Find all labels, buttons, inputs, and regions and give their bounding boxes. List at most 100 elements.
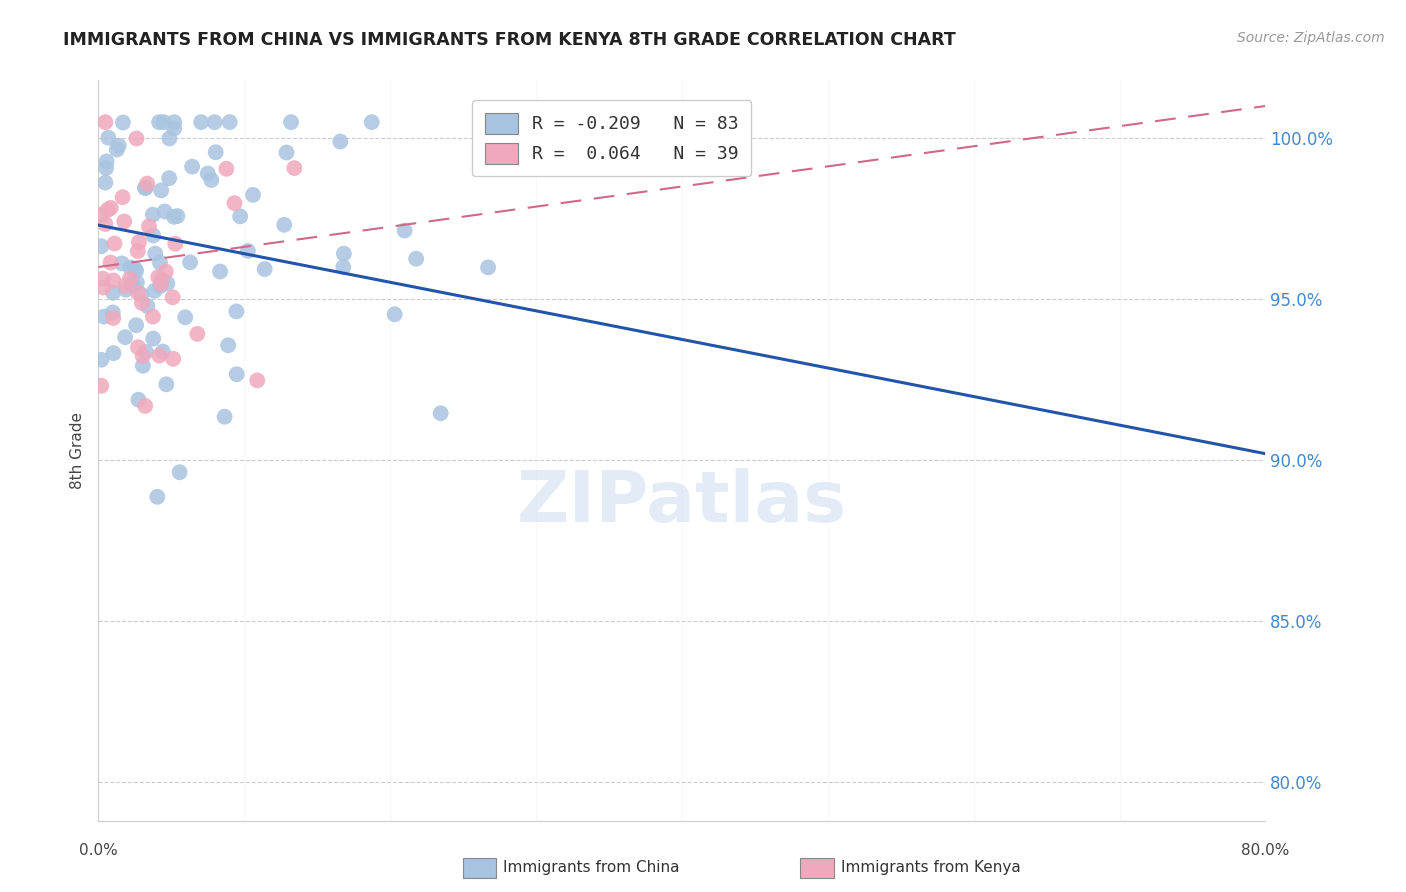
Immigrants from Kenya bbox=[112, 214, 135, 228]
Immigrants from Kenya bbox=[186, 326, 208, 341]
Immigrants from Kenya bbox=[96, 202, 118, 217]
Immigrants from China bbox=[477, 260, 499, 275]
Immigrants from Kenya bbox=[125, 131, 148, 145]
Immigrants from China bbox=[384, 307, 406, 321]
Immigrants from Kenya bbox=[90, 208, 112, 222]
Immigrants from China bbox=[152, 115, 174, 129]
Immigrants from China bbox=[90, 239, 112, 253]
Immigrants from China bbox=[204, 145, 226, 160]
Immigrants from China bbox=[103, 346, 125, 360]
Immigrants from Kenya bbox=[283, 161, 305, 175]
Immigrants from Kenya bbox=[118, 271, 141, 285]
Immigrants from China bbox=[143, 284, 166, 298]
Immigrants from Kenya bbox=[100, 201, 122, 215]
Immigrants from China bbox=[190, 115, 212, 129]
Immigrants from China bbox=[242, 187, 264, 202]
Immigrants from Kenya bbox=[94, 217, 117, 231]
Immigrants from China bbox=[114, 283, 136, 297]
Immigrants from China bbox=[333, 246, 356, 260]
Immigrants from China bbox=[169, 465, 191, 479]
Immigrants from Kenya bbox=[131, 349, 153, 363]
Immigrants from China bbox=[111, 115, 134, 129]
Text: Immigrants from China: Immigrants from China bbox=[503, 861, 681, 875]
Immigrants from China bbox=[146, 490, 169, 504]
Immigrants from Kenya bbox=[162, 351, 184, 366]
Immigrants from China bbox=[253, 262, 276, 277]
Immigrants from Kenya bbox=[128, 235, 150, 249]
Immigrants from China bbox=[142, 208, 165, 222]
Immigrants from China bbox=[114, 330, 136, 344]
Legend: R = -0.209   N = 83, R =  0.064   N = 39: R = -0.209 N = 83, R = 0.064 N = 39 bbox=[472, 101, 751, 177]
Immigrants from Kenya bbox=[127, 285, 149, 300]
Immigrants from Kenya bbox=[134, 399, 156, 413]
Immigrants from Kenya bbox=[94, 115, 117, 129]
Immigrants from China bbox=[217, 338, 239, 352]
Immigrants from China bbox=[107, 138, 129, 153]
Immigrants from China bbox=[148, 115, 170, 129]
Immigrants from Kenya bbox=[103, 236, 125, 251]
Immigrants from China bbox=[163, 210, 186, 224]
Immigrants from China bbox=[163, 115, 186, 129]
Immigrants from China bbox=[150, 183, 173, 197]
Immigrants from China bbox=[101, 305, 124, 319]
Immigrants from China bbox=[218, 115, 240, 129]
Immigrants from China bbox=[122, 277, 145, 292]
Immigrants from China bbox=[276, 145, 298, 160]
Immigrants from China bbox=[280, 115, 302, 129]
Immigrants from China bbox=[429, 406, 451, 420]
Immigrants from Kenya bbox=[103, 310, 125, 325]
Immigrants from Kenya bbox=[136, 177, 159, 191]
Immigrants from Kenya bbox=[127, 244, 149, 259]
Immigrants from China bbox=[204, 115, 226, 129]
Immigrants from China bbox=[200, 173, 222, 187]
Immigrants from China bbox=[90, 352, 112, 367]
Immigrants from China bbox=[124, 261, 146, 276]
Immigrants from China bbox=[134, 180, 156, 194]
Immigrants from China bbox=[214, 409, 236, 424]
Immigrants from Kenya bbox=[100, 255, 122, 269]
Immigrants from China bbox=[125, 264, 148, 278]
Immigrants from China bbox=[156, 277, 179, 291]
Text: Immigrants from Kenya: Immigrants from Kenya bbox=[841, 861, 1021, 875]
Immigrants from China bbox=[149, 279, 172, 293]
Immigrants from Kenya bbox=[91, 280, 114, 294]
Immigrants from China bbox=[127, 392, 149, 407]
Immigrants from China bbox=[179, 255, 201, 269]
Text: ZIPatlas: ZIPatlas bbox=[517, 467, 846, 537]
Immigrants from China bbox=[181, 160, 204, 174]
Immigrants from Kenya bbox=[150, 277, 173, 291]
Text: 0.0%: 0.0% bbox=[79, 843, 118, 858]
Immigrants from China bbox=[209, 264, 232, 278]
Immigrants from China bbox=[125, 276, 148, 290]
Immigrants from Kenya bbox=[224, 196, 246, 211]
Immigrants from China bbox=[149, 256, 172, 270]
Immigrants from Kenya bbox=[114, 278, 136, 293]
Immigrants from China bbox=[131, 287, 153, 301]
Immigrants from China bbox=[152, 344, 174, 359]
Immigrants from China bbox=[97, 130, 120, 145]
Immigrants from China bbox=[135, 181, 157, 195]
Immigrants from China bbox=[159, 131, 181, 145]
Immigrants from China bbox=[96, 154, 118, 169]
Immigrants from China bbox=[166, 209, 188, 223]
Immigrants from China bbox=[101, 285, 124, 300]
Immigrants from China bbox=[93, 310, 115, 324]
Immigrants from Kenya bbox=[90, 379, 112, 393]
Immigrants from Kenya bbox=[103, 273, 125, 287]
Immigrants from Kenya bbox=[127, 340, 149, 354]
Immigrants from Kenya bbox=[131, 296, 153, 310]
Immigrants from Kenya bbox=[138, 219, 160, 234]
Immigrants from China bbox=[142, 228, 165, 243]
Immigrants from China bbox=[329, 135, 352, 149]
Immigrants from China bbox=[125, 318, 148, 333]
Text: Source: ZipAtlas.com: Source: ZipAtlas.com bbox=[1237, 31, 1385, 45]
Immigrants from China bbox=[136, 299, 159, 313]
Text: IMMIGRANTS FROM CHINA VS IMMIGRANTS FROM KENYA 8TH GRADE CORRELATION CHART: IMMIGRANTS FROM CHINA VS IMMIGRANTS FROM… bbox=[63, 31, 956, 49]
Immigrants from China bbox=[153, 204, 176, 219]
Immigrants from China bbox=[150, 273, 173, 287]
Immigrants from Kenya bbox=[155, 264, 177, 278]
Immigrants from China bbox=[120, 276, 142, 290]
Immigrants from China bbox=[163, 121, 186, 136]
Immigrants from China bbox=[135, 345, 157, 359]
Immigrants from Kenya bbox=[162, 290, 184, 304]
